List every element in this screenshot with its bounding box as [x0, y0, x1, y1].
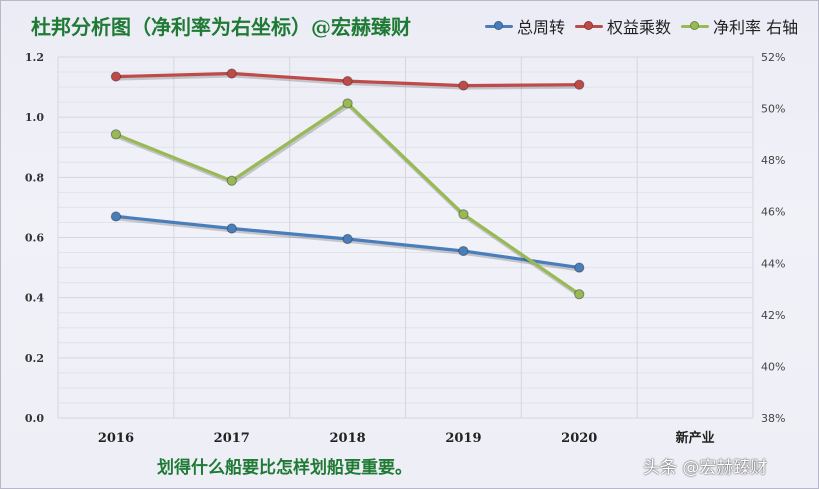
y-right-tick-label: 42% — [761, 309, 785, 322]
data-point-net-margin — [574, 289, 585, 300]
chart-title: 杜邦分析图（净利率为右坐标）@宏赫臻财 — [31, 15, 411, 39]
data-point-net-margin — [458, 209, 469, 220]
legend-label-total-turnover: 总周转 — [517, 18, 566, 37]
legend-swatch-total-turnover — [485, 20, 513, 32]
data-point-net-margin — [110, 129, 122, 140]
data-point-equity-multiplier — [574, 79, 585, 90]
data-point-total-turnover — [226, 223, 237, 234]
x-tick-label: 2016 — [98, 431, 134, 446]
x-tick-label: 2018 — [329, 431, 365, 446]
data-point-equity-multiplier — [110, 71, 122, 82]
x-tick-label: 2019 — [445, 431, 481, 446]
y-right-tick-label: 40% — [761, 360, 785, 373]
y-right-tick-label: 48% — [761, 154, 785, 167]
y-right-tick-label: 46% — [761, 206, 785, 219]
y-right-tick-label: 50% — [761, 103, 785, 116]
legend-swatch-net-margin — [681, 20, 710, 32]
data-point-equity-multiplier — [226, 68, 237, 79]
x-tick-label: 2020 — [561, 431, 597, 446]
y-left-tick-label: 1.0 — [25, 111, 44, 124]
data-point-total-turnover — [342, 233, 353, 245]
legend-item-total-turnover: 总周转 — [485, 14, 565, 38]
x-tick-label: 2017 — [214, 431, 250, 446]
series-equity-multiplier — [110, 68, 585, 91]
axes: 0.0 0.2 0.4 0.6 0.8 1.0 1.2 38% 40% 42% 44% 46% 48% 5… — [25, 51, 786, 446]
data-point-equity-multiplier — [458, 80, 469, 91]
y-left-tick-label: 1.2 — [25, 51, 44, 64]
legend-item-equity-multiplier: 权益乘数 — [575, 14, 671, 38]
legend: 总周转 权益乘数 净利率 右轴 — [485, 15, 798, 37]
y-left-tick-label: 0.6 — [25, 232, 44, 245]
legend-swatch-equity-multiplier — [575, 20, 604, 32]
legend-label-equity-multiplier: 权益乘数 — [607, 18, 672, 37]
y-left-tick-label: 0.0 — [25, 412, 44, 425]
y-left-tick-label: 0.8 — [25, 171, 44, 184]
series — [110, 68, 585, 300]
series-net-margin — [110, 98, 585, 300]
data-point-total-turnover — [574, 262, 585, 273]
x-tick-label: 新产业 — [676, 430, 715, 446]
caption: 划得什么船要比怎样划船更重要。 — [157, 458, 412, 478]
legend-label-net-margin: 净利率 右轴 — [713, 18, 799, 37]
data-point-net-margin — [226, 175, 237, 186]
grid — [57, 56, 754, 419]
y-right-tick-label: 52% — [761, 51, 785, 64]
data-point-total-turnover — [110, 211, 122, 222]
y-left-tick-label: 0.2 — [25, 352, 44, 365]
data-point-net-margin — [342, 98, 353, 109]
series-total-turnover — [110, 211, 585, 273]
watermark: 头条 @宏赫臻财 — [643, 458, 768, 478]
data-point-equity-multiplier — [342, 75, 353, 87]
y-left-tick-label: 0.4 — [25, 292, 44, 305]
y-right-tick-label: 38% — [761, 412, 785, 425]
data-point-total-turnover — [458, 245, 469, 257]
y-right-tick-label: 44% — [761, 257, 785, 270]
legend-item-net-margin: 净利率 右轴 — [681, 14, 798, 38]
